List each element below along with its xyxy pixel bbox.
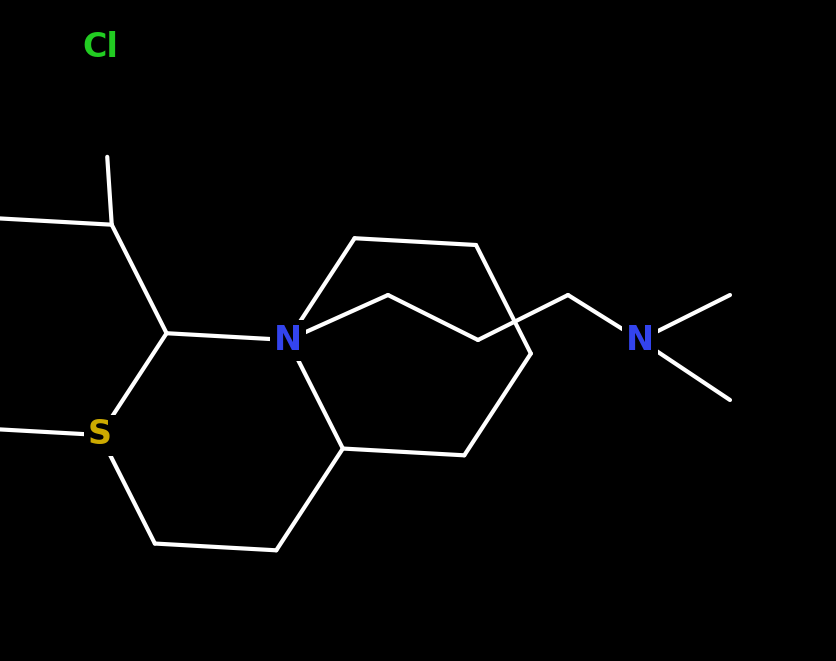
Text: N: N (273, 323, 302, 356)
Text: Cl: Cl (82, 30, 118, 63)
Text: N: N (625, 323, 653, 356)
Text: S: S (88, 418, 112, 451)
